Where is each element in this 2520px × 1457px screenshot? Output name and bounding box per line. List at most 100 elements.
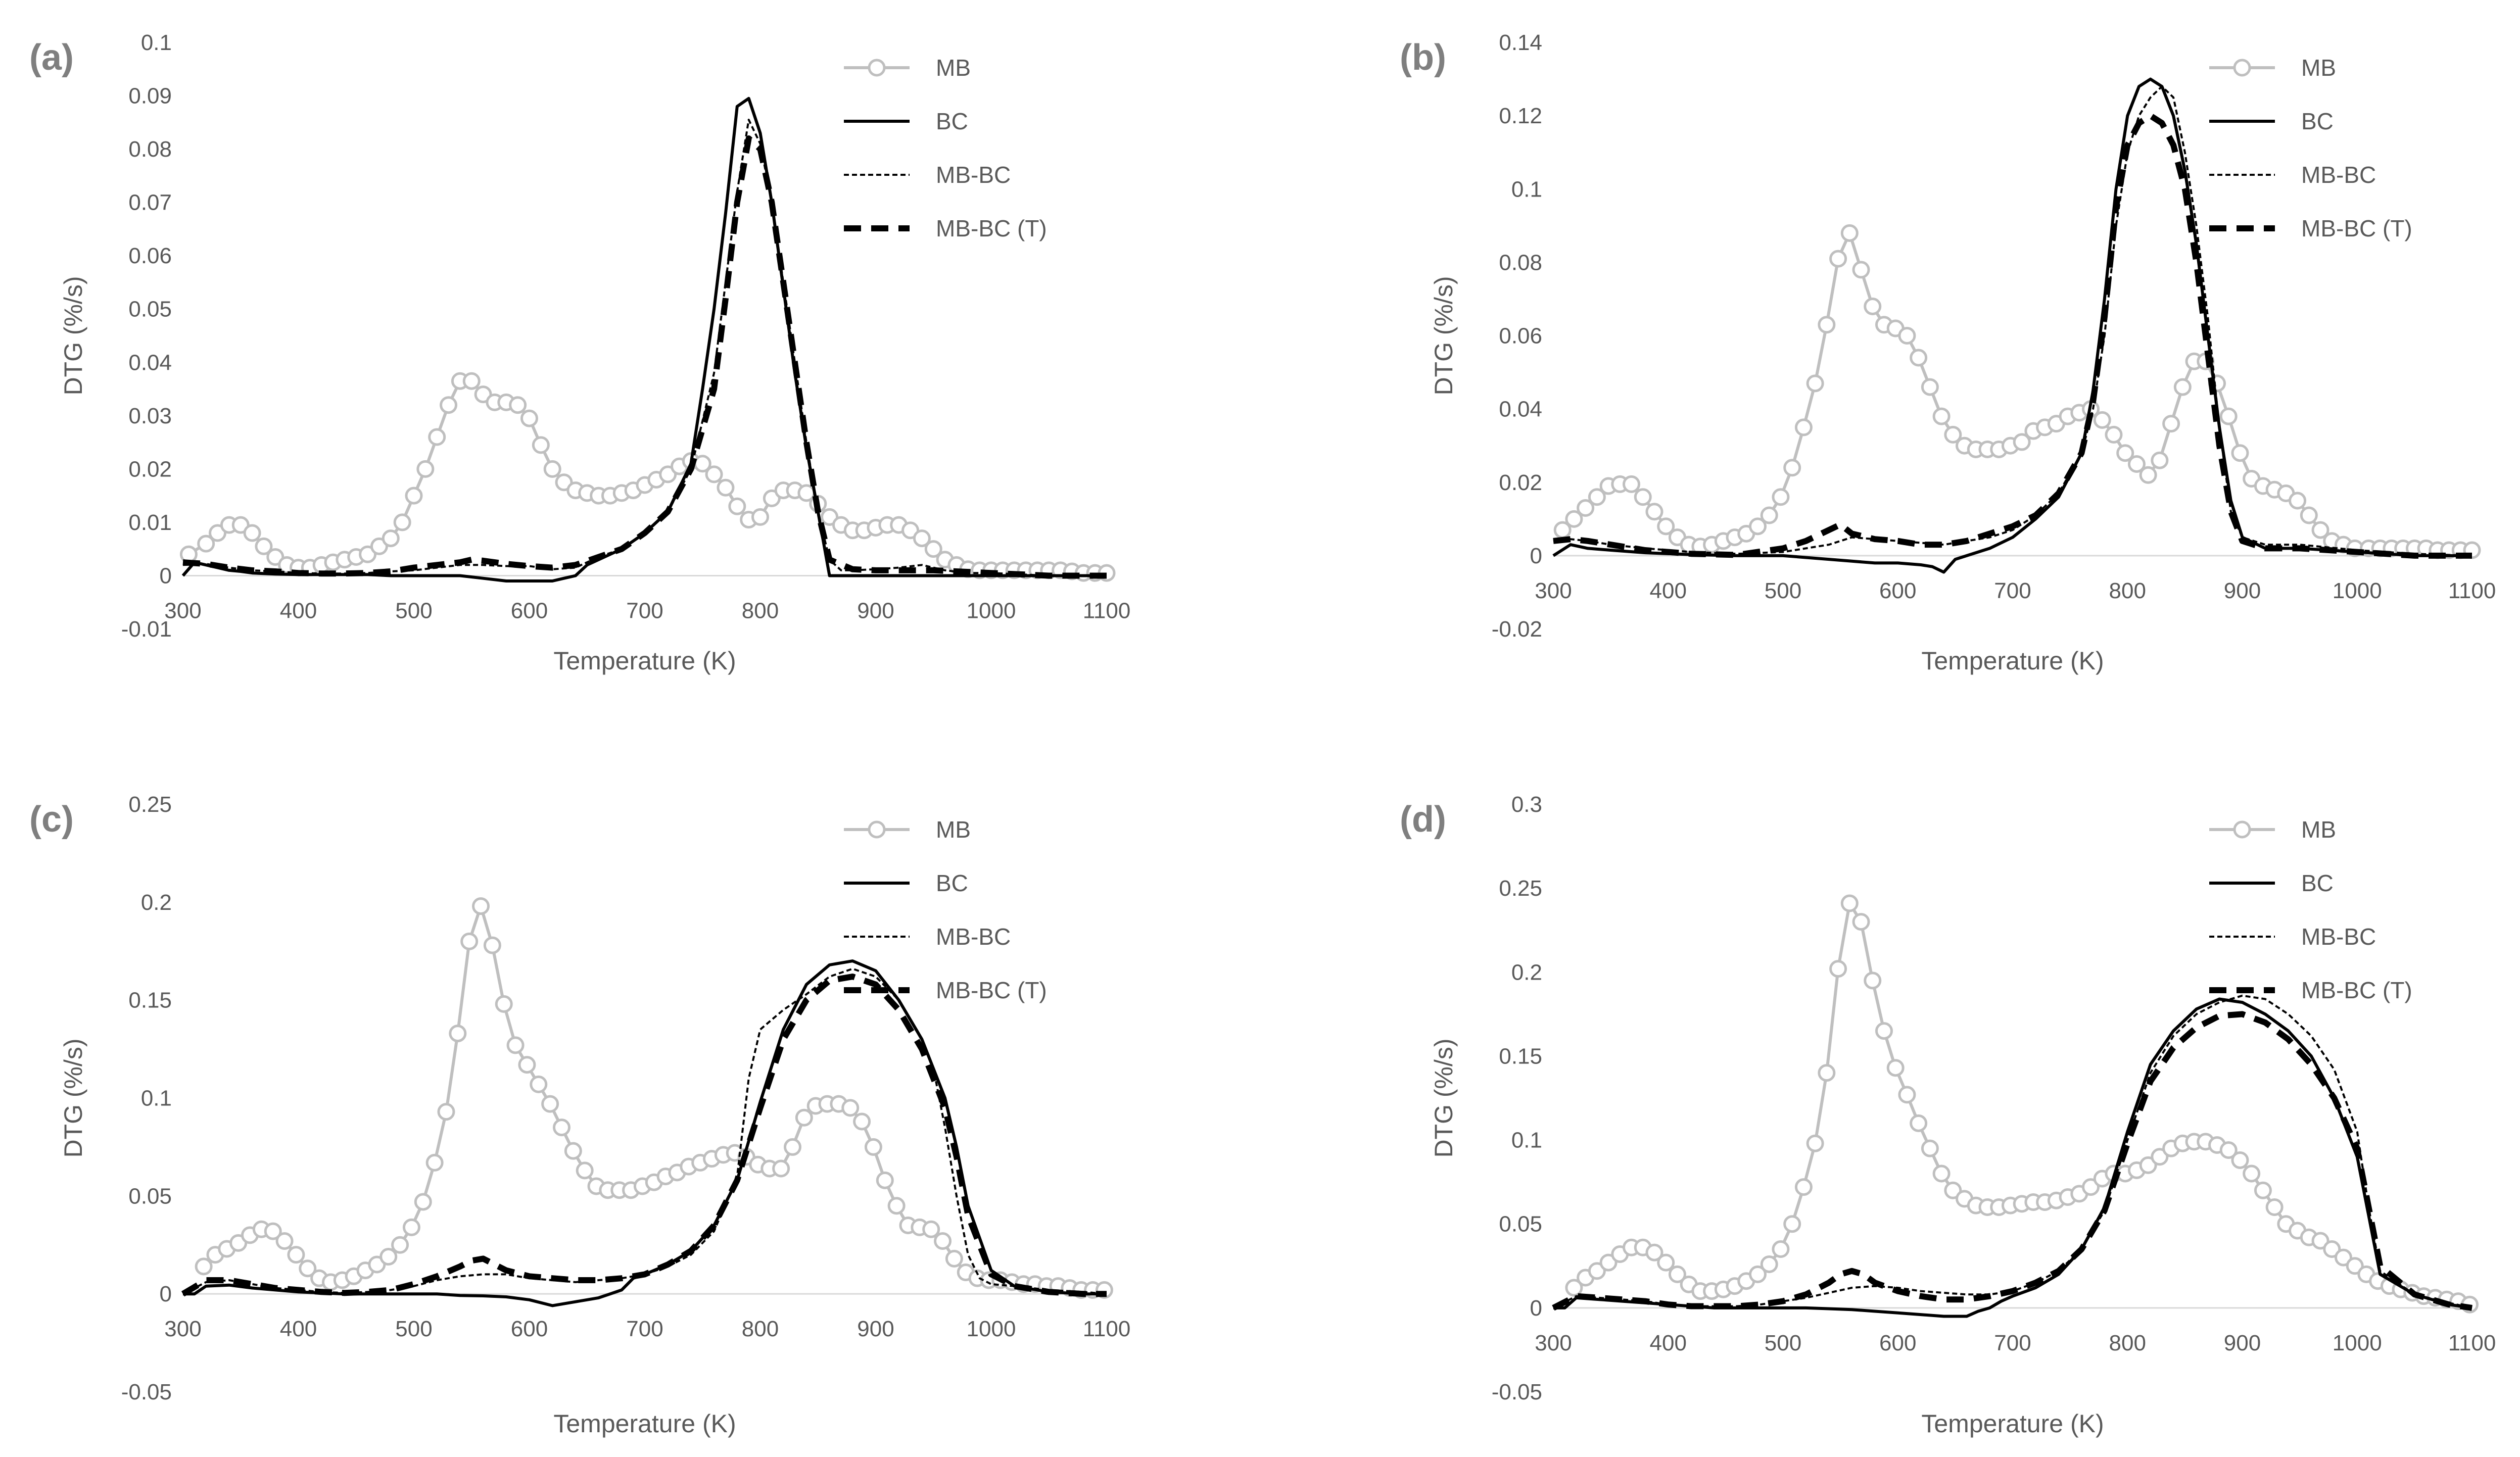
data-point-mb bbox=[2093, 411, 2111, 429]
data-point-mb bbox=[414, 1193, 432, 1211]
x-tick-label: 600 bbox=[1879, 1331, 1916, 1355]
data-point-mb bbox=[1840, 224, 1859, 242]
legend-label: MB-BC bbox=[936, 162, 1011, 188]
data-point-mb bbox=[576, 1161, 594, 1180]
data-point-mb bbox=[1760, 1255, 1778, 1273]
data-point-mb bbox=[1864, 972, 1882, 990]
y-tick-label: 0 bbox=[1530, 1296, 1542, 1321]
data-point-mb bbox=[2162, 415, 2180, 433]
x-tick-label: 300 bbox=[1535, 1331, 1572, 1355]
data-point-mb bbox=[1783, 1215, 1801, 1233]
y-axis-title: DTG (%/s) bbox=[59, 276, 87, 395]
data-point-mb bbox=[2311, 1232, 2329, 1250]
x-tick-label: 600 bbox=[1879, 578, 1916, 603]
x-tick-label: 600 bbox=[511, 1317, 548, 1341]
x-tick-label: 700 bbox=[1994, 578, 2031, 603]
data-point-mb bbox=[543, 460, 561, 478]
data-point-mb bbox=[1910, 1114, 1928, 1132]
data-point-mb bbox=[945, 1249, 963, 1268]
data-point-mb bbox=[1565, 1279, 1583, 1297]
data-point-mb bbox=[1932, 1164, 1951, 1183]
data-point-mb bbox=[275, 1232, 294, 1250]
data-point-mb bbox=[1623, 475, 1641, 493]
data-point-mb bbox=[1944, 425, 1962, 444]
data-point-mb bbox=[1818, 316, 1836, 334]
data-point-mb bbox=[2116, 444, 2134, 462]
data-point-mb bbox=[1806, 374, 1824, 393]
x-tick-label: 400 bbox=[1650, 1331, 1687, 1355]
legend-label: MB bbox=[2301, 816, 2336, 843]
legend-label: BC bbox=[2301, 870, 2334, 896]
data-point-mb bbox=[2219, 407, 2238, 425]
data-point-mb bbox=[425, 1153, 444, 1172]
x-axis-title: Temperature (K) bbox=[1921, 1410, 2104, 1438]
data-point-mb bbox=[552, 1119, 570, 1137]
data-point-mb bbox=[506, 1036, 525, 1054]
data-point-mb bbox=[2219, 1141, 2238, 1159]
data-point-mb bbox=[1898, 327, 1916, 345]
y-axis-title: DTG (%/s) bbox=[1430, 276, 1458, 395]
legend-label: MB-BC bbox=[2301, 162, 2376, 188]
data-point-mb bbox=[564, 1142, 582, 1160]
y-tick-label: 0 bbox=[160, 1282, 172, 1306]
y-tick-label: 0 bbox=[1530, 544, 1542, 568]
panel-label: (c) bbox=[29, 799, 74, 840]
data-point-mb bbox=[2243, 1164, 2261, 1183]
x-tick-label: 800 bbox=[2109, 578, 2146, 603]
data-point-mb bbox=[1829, 250, 1847, 268]
data-point-mb bbox=[520, 409, 538, 427]
data-point-mb bbox=[2127, 455, 2146, 473]
data-point-mb bbox=[2082, 1178, 2100, 1196]
data-point-mb bbox=[2173, 378, 2192, 396]
data-point-mb bbox=[772, 1159, 790, 1178]
chart-panel-3: (d) -0.05 0 0.05 0.1 0.15 0.2 0.25 0.3 300 400 500 6… bbox=[1400, 792, 2496, 1438]
legend-label: MB-BC bbox=[936, 924, 1011, 950]
data-point-mb bbox=[1634, 488, 1652, 506]
y-tick-label: 0.05 bbox=[128, 297, 172, 322]
data-point-mb bbox=[1794, 1178, 1813, 1196]
data-point-mb bbox=[1852, 261, 1870, 279]
x-axis-title: Temperature (K) bbox=[553, 1410, 736, 1438]
x-tick-label: 500 bbox=[395, 1317, 432, 1341]
legend-marker bbox=[2233, 820, 2251, 839]
x-tick-label: 300 bbox=[164, 598, 201, 623]
y-tick-label: 0.06 bbox=[128, 244, 172, 268]
data-point-mb bbox=[197, 535, 215, 553]
data-point-mb bbox=[2311, 521, 2329, 539]
y-tick-label: 0.05 bbox=[1499, 1212, 1542, 1237]
data-point-mb bbox=[1599, 1253, 1618, 1272]
y-tick-label: 0.3 bbox=[1511, 792, 1542, 817]
data-point-mb bbox=[382, 529, 400, 548]
data-point-mb bbox=[728, 497, 746, 515]
x-tick-label: 900 bbox=[2224, 578, 2261, 603]
y-tick-label: 0.12 bbox=[1499, 104, 1542, 128]
data-point-mb bbox=[2013, 433, 2031, 451]
data-point-mb bbox=[853, 1112, 871, 1131]
data-point-mb bbox=[299, 1259, 317, 1278]
data-point-mb bbox=[1668, 1265, 1686, 1283]
data-point-mb bbox=[913, 529, 931, 548]
data-point-mb bbox=[541, 1095, 559, 1113]
legend-label: BC bbox=[936, 870, 968, 896]
data-point-mb bbox=[532, 436, 550, 454]
data-point-mb bbox=[255, 537, 273, 555]
data-point-mb bbox=[1588, 1262, 1606, 1280]
y-tick-label: 0.05 bbox=[128, 1184, 172, 1208]
x-tick-label: 800 bbox=[742, 598, 779, 623]
x-tick-label: 500 bbox=[395, 598, 432, 623]
data-point-mb bbox=[1749, 517, 1767, 536]
y-tick-label: 0.2 bbox=[141, 890, 172, 915]
data-point-mb bbox=[462, 372, 481, 390]
legend-label: BC bbox=[2301, 108, 2334, 134]
panel-label: (b) bbox=[1400, 37, 1446, 78]
data-point-mb bbox=[2105, 425, 2123, 444]
data-point-mb bbox=[1772, 488, 1790, 506]
x-tick-label: 400 bbox=[280, 598, 317, 623]
data-point-mb bbox=[1588, 488, 1606, 506]
data-point-mb bbox=[2139, 466, 2157, 484]
chart-panel-1: (b) -0.02 0 0.02 0.04 0.06 0.08 0.1 0.12 0.14 300 4… bbox=[1400, 30, 2496, 675]
x-tick-label: 900 bbox=[857, 598, 894, 623]
y-tick-label: 0.09 bbox=[128, 84, 172, 109]
data-point-mb bbox=[472, 897, 490, 915]
y-tick-label: 0 bbox=[160, 563, 172, 588]
